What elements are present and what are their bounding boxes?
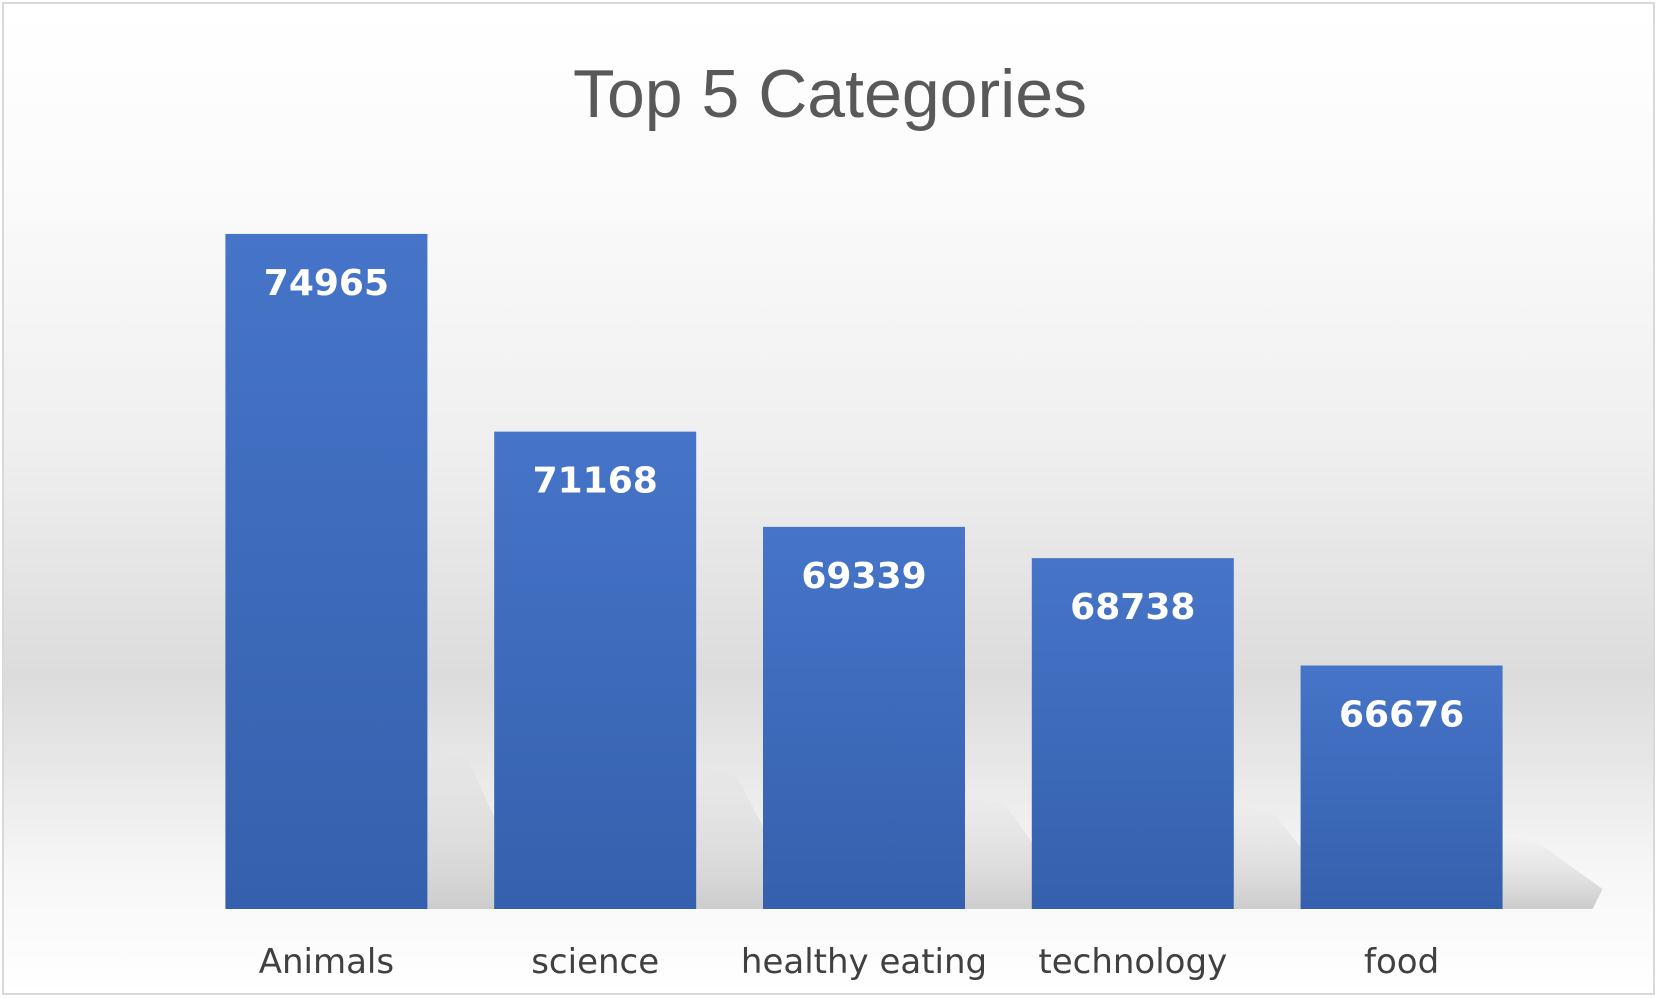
bars [225, 233, 1503, 910]
data-label: 71168 [533, 461, 658, 502]
data-label: 69339 [801, 556, 926, 597]
chart-title: Top 5 Categories [573, 56, 1087, 132]
x-axis-tick-labels: Animals science healthy eating technology fo… [259, 942, 1439, 982]
bar [225, 233, 428, 910]
x-tick-label: healthy eating [741, 942, 987, 982]
x-tick-label: science [531, 942, 659, 982]
bar-shadow [1502, 835, 1603, 909]
x-tick-label: technology [1038, 942, 1227, 982]
bar [1031, 558, 1234, 909]
data-label: 68738 [1070, 587, 1195, 628]
bar [1300, 665, 1503, 909]
bar [494, 431, 697, 909]
data-label: 66676 [1339, 695, 1464, 736]
data-labels: 74965 71168 69339 68738 66676 [264, 263, 1464, 736]
bar [763, 526, 965, 909]
x-tick-label: Animals [259, 942, 394, 982]
data-label: 74965 [264, 263, 389, 304]
x-tick-label: food [1364, 942, 1439, 982]
bar-chart: Top 5 Categories 74965 71168 69339 68738 666… [225, 56, 1603, 982]
